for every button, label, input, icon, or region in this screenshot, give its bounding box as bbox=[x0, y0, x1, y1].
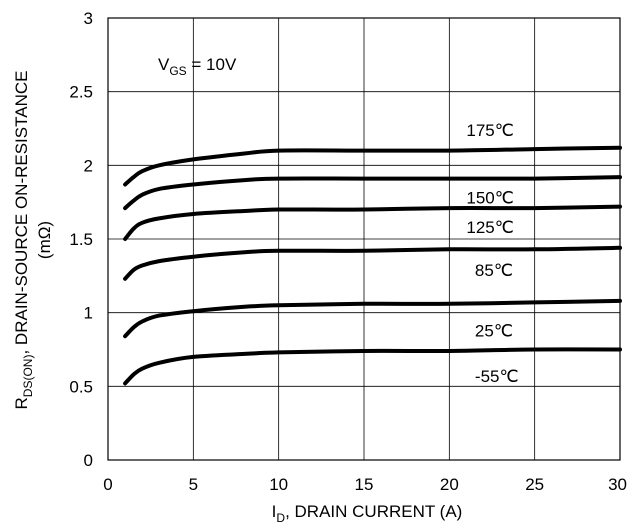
y-tick-label: 0.5 bbox=[69, 377, 93, 396]
series-label-0: 175℃ bbox=[466, 121, 513, 140]
x-axis-label: ID, DRAIN CURRENT (A) bbox=[272, 502, 463, 525]
series-label-2: 125℃ bbox=[466, 218, 513, 237]
y-axis-unit-label: (mΩ) bbox=[35, 221, 54, 259]
x-tick-label: 10 bbox=[269, 475, 288, 494]
y-tick-label: 2.5 bbox=[69, 83, 93, 102]
series-label-5: -55℃ bbox=[475, 367, 519, 386]
plot-frame bbox=[107, 17, 621, 461]
series-label-4: 25℃ bbox=[475, 321, 513, 340]
x-tick-label: 0 bbox=[103, 475, 112, 494]
y-tick-label: 1 bbox=[84, 304, 93, 323]
series-lines bbox=[123, 145, 622, 386]
x-tick-label: 25 bbox=[525, 475, 544, 494]
vgs-annotation: VGS = 10V bbox=[158, 55, 237, 78]
series-line-4 bbox=[123, 298, 622, 339]
y-tick-label: 2 bbox=[84, 156, 93, 175]
y-tick-label: 1.5 bbox=[69, 230, 93, 249]
series-line-2 bbox=[123, 204, 622, 241]
x-tick-label: 30 bbox=[608, 475, 627, 494]
x-tick-label: 5 bbox=[189, 475, 198, 494]
series-line-5 bbox=[123, 347, 622, 386]
y-axis-ticks: 0 0.5 1 1.5 2 2.5 3 bbox=[69, 9, 93, 470]
series-labels: 175℃ 150℃ 125℃ 85℃ 25℃ -55℃ bbox=[466, 121, 518, 386]
series-line-1 bbox=[123, 175, 622, 211]
y-tick-label: 0 bbox=[84, 451, 93, 470]
x-tick-label: 20 bbox=[440, 475, 459, 494]
grid-lines bbox=[108, 18, 620, 460]
series-line-3 bbox=[123, 245, 622, 281]
y-axis-label: RDS(ON), DRAIN-SOURCE ON-RESISTANCE bbox=[12, 71, 35, 410]
x-tick-label: 15 bbox=[355, 475, 374, 494]
x-axis-ticks: 0 5 10 15 20 25 30 bbox=[103, 475, 627, 494]
series-label-3: 85℃ bbox=[475, 261, 513, 280]
series-label-1: 150℃ bbox=[466, 189, 513, 208]
y-tick-label: 3 bbox=[84, 9, 93, 28]
series-line-0 bbox=[123, 145, 622, 187]
